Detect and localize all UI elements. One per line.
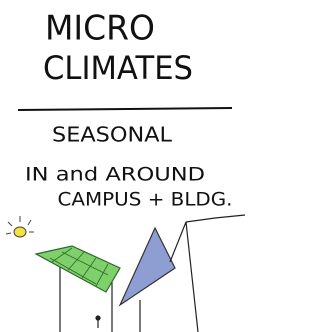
- right-building: [120, 215, 245, 332]
- title-line-2: CLIMATES: [43, 49, 193, 87]
- sun: [6, 216, 34, 237]
- person: [96, 316, 100, 328]
- left-building: [36, 246, 120, 332]
- caption-line-1: IN and AROUND: [25, 164, 205, 186]
- subtitle: SEASONAL: [52, 123, 173, 147]
- title-line-1: MICRO: [45, 9, 155, 49]
- caption-line-2: CAMPUS + BLDG.: [58, 189, 233, 211]
- divider: [18, 108, 232, 110]
- sketch: MICRO CLIMATES SEASONAL IN and AROUND CA…: [0, 0, 249, 332]
